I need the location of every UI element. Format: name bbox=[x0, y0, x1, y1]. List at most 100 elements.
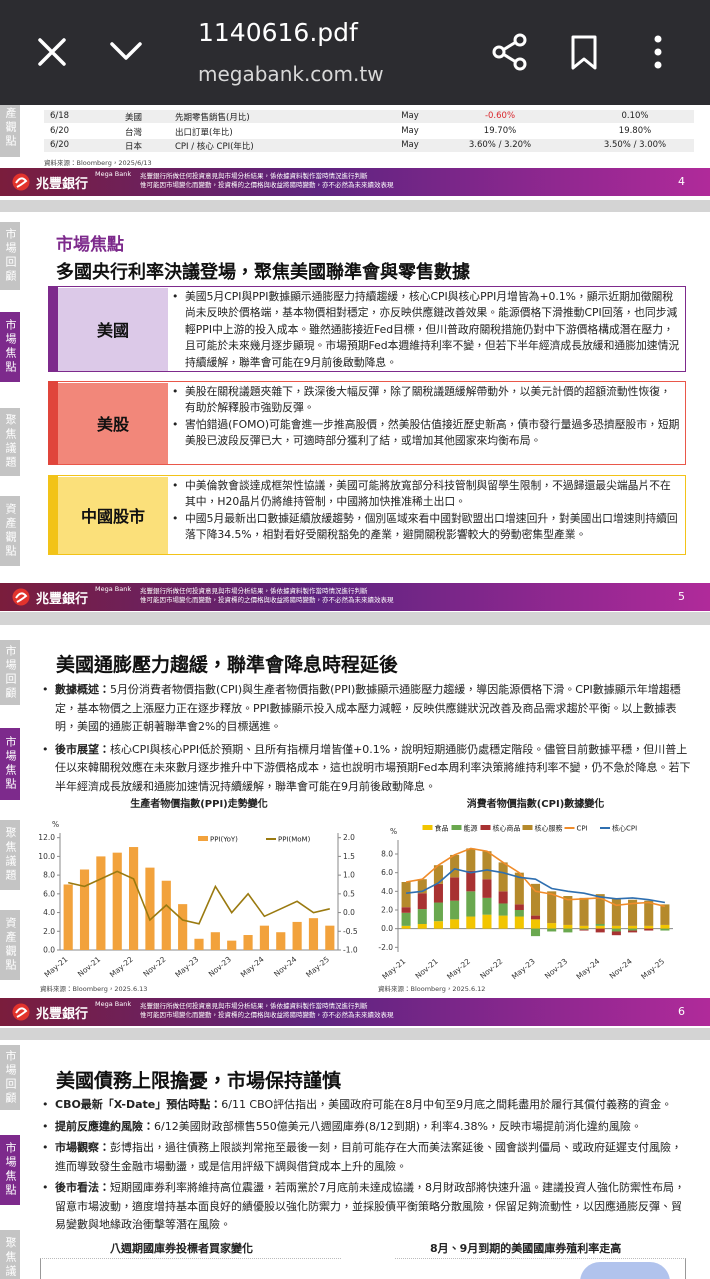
sidebar-item: 市場回顧 bbox=[0, 1045, 20, 1110]
source-note: 資料來源：Bloomberg，2025.6.13 bbox=[40, 984, 147, 993]
bullet-text: 核心CPI與核心PPI低於預期、且所有指標月增皆僅+0.1%，說明短期通膨仍處穩… bbox=[55, 742, 691, 793]
bar bbox=[628, 925, 638, 929]
page-heading: 美國債務上限擔憂，市場保持謹慎 bbox=[56, 1070, 342, 1092]
bar bbox=[579, 925, 589, 929]
table-cell: 日本 bbox=[125, 142, 143, 152]
sidebar-item: 資產觀點 bbox=[0, 910, 20, 980]
bank-name: 兆豐銀行 bbox=[36, 177, 89, 192]
disclaimer: 惟可能因市場變化而變動，投資標的之價格與收益將隨時變動，亦不必然為未來績效表現 bbox=[140, 596, 394, 604]
y-tick-label: 2.0 bbox=[381, 906, 393, 915]
x-tick-label: Nov-23 bbox=[207, 954, 233, 978]
bar bbox=[227, 940, 237, 950]
topic-stripe bbox=[48, 286, 58, 372]
page-heading: 美國通膨壓力趨緩，聯準會降息時程延後 bbox=[56, 654, 399, 676]
line-series bbox=[405, 847, 666, 908]
bar bbox=[401, 912, 411, 926]
bullet-item: 中國5月最新出口數據延續放緩趨勢，個別區域來看中國對歐盟出口增速回升，對美國出口… bbox=[172, 511, 680, 544]
table-cell: 6/20 bbox=[50, 125, 70, 136]
bar bbox=[595, 928, 605, 933]
bar bbox=[308, 918, 319, 950]
bullet-text: 6/12美國財政部標售550億美元八週國庫券(8/12到期)，利率4.38%，反… bbox=[154, 1119, 642, 1133]
bar bbox=[325, 925, 335, 950]
bullet-item: 害怕錯過(FOMO)可能會進一步推高股價，然美股估值接近歷史新高，債市發行量過多… bbox=[172, 417, 680, 450]
bullet-lead: 數據概述： bbox=[55, 683, 110, 696]
bar bbox=[417, 909, 427, 924]
y-tick-label: 8.0 bbox=[43, 871, 55, 880]
table-cell: May bbox=[401, 140, 419, 150]
table-cell: 美國 bbox=[125, 113, 143, 123]
bar bbox=[514, 916, 524, 929]
bar bbox=[530, 928, 541, 937]
bar bbox=[401, 925, 411, 929]
x-tick-label: Nov-23 bbox=[543, 956, 569, 980]
y-tick-label: 0.0 bbox=[43, 946, 55, 955]
bar bbox=[450, 900, 460, 920]
x-tick-label: May-25 bbox=[639, 956, 666, 981]
x-tick-label: Nov-22 bbox=[478, 956, 504, 980]
y2-tick-label: 0.5 bbox=[343, 889, 355, 898]
collapse-button[interactable] bbox=[106, 34, 146, 70]
bank-name-en: Mega Bank bbox=[95, 585, 132, 593]
table-cell: May bbox=[401, 111, 419, 121]
bank-name-en: Mega Bank bbox=[95, 1000, 132, 1008]
bar bbox=[482, 879, 492, 898]
bar bbox=[644, 928, 654, 931]
scroll-handle bbox=[580, 1262, 670, 1279]
y-tick-label: 4.0 bbox=[43, 908, 55, 917]
bar bbox=[450, 919, 460, 929]
y-unit: % bbox=[390, 827, 397, 836]
table-row bbox=[44, 110, 694, 123]
bar bbox=[563, 928, 573, 933]
legend-label: 食品 bbox=[435, 824, 449, 833]
bar bbox=[595, 924, 605, 926]
bar bbox=[63, 884, 73, 950]
y-tick-label: 12.0 bbox=[38, 833, 55, 842]
share-button[interactable] bbox=[490, 32, 530, 72]
bar bbox=[466, 848, 476, 871]
sidebar-item: 市場焦點 bbox=[0, 1135, 20, 1205]
bar bbox=[563, 924, 573, 929]
bullet-lead: 市場觀察： bbox=[55, 1141, 110, 1154]
bar bbox=[611, 898, 621, 926]
y-unit: % bbox=[52, 820, 59, 829]
bank-logo bbox=[12, 173, 30, 191]
topic-label: 美股 bbox=[58, 382, 168, 464]
bar bbox=[482, 914, 492, 929]
y-tick-label: 8.0 bbox=[381, 850, 393, 859]
file-url: megabank.com.tw bbox=[198, 62, 384, 86]
source-note: 資料來源：Bloomberg，2025.6.12 bbox=[378, 984, 485, 993]
chart: 生產者物價指數(PPI)走勢變化% 0.0 2.0 4.0 6.0 8.0 10.0 12.0… bbox=[38, 797, 358, 993]
table-cell: 3.50% / 3.00% bbox=[603, 140, 667, 150]
bar bbox=[547, 923, 557, 929]
y2-tick-label: -0.5 bbox=[343, 927, 358, 936]
table-cell: May bbox=[401, 125, 419, 136]
table-cell: 19.80% bbox=[618, 125, 652, 136]
bar bbox=[401, 907, 411, 913]
table-cell: -0.60% bbox=[484, 111, 516, 121]
logo-swirl bbox=[15, 592, 28, 603]
bar bbox=[433, 921, 443, 929]
bar bbox=[466, 870, 476, 892]
bullet-item: 提前反應違約風險：6/12美國財政部標售550億美元八週國庫券(8/12到期)，… bbox=[42, 1118, 692, 1137]
sidebar-item: 聚焦議題 bbox=[0, 408, 20, 476]
bar bbox=[644, 925, 654, 929]
bar bbox=[194, 938, 204, 950]
bullet-text: 6/11 CBO評估指出，美國政府可能在8月中旬至9月底之間耗盡用於履行其償付義… bbox=[221, 1098, 673, 1111]
chart-frame bbox=[40, 1258, 341, 1279]
logo-circle bbox=[12, 173, 30, 191]
y-tick-label: 6.0 bbox=[43, 889, 55, 898]
bar bbox=[450, 854, 460, 878]
sidebar-item: 市場焦點 bbox=[0, 312, 20, 382]
line-series bbox=[68, 870, 330, 925]
logo-circle bbox=[12, 588, 30, 606]
bar bbox=[611, 925, 621, 929]
close-button[interactable] bbox=[32, 32, 72, 72]
legend-label: 能源 bbox=[464, 824, 478, 833]
topic-label: 美國 bbox=[58, 287, 168, 371]
bookmark-button[interactable] bbox=[566, 32, 602, 72]
sidebar-item: 聚焦議題 bbox=[0, 1230, 20, 1279]
bar bbox=[579, 928, 589, 930]
x-tick-label: Nov-24 bbox=[272, 954, 298, 978]
more-button[interactable] bbox=[646, 32, 670, 72]
legend-swatch bbox=[522, 825, 533, 830]
